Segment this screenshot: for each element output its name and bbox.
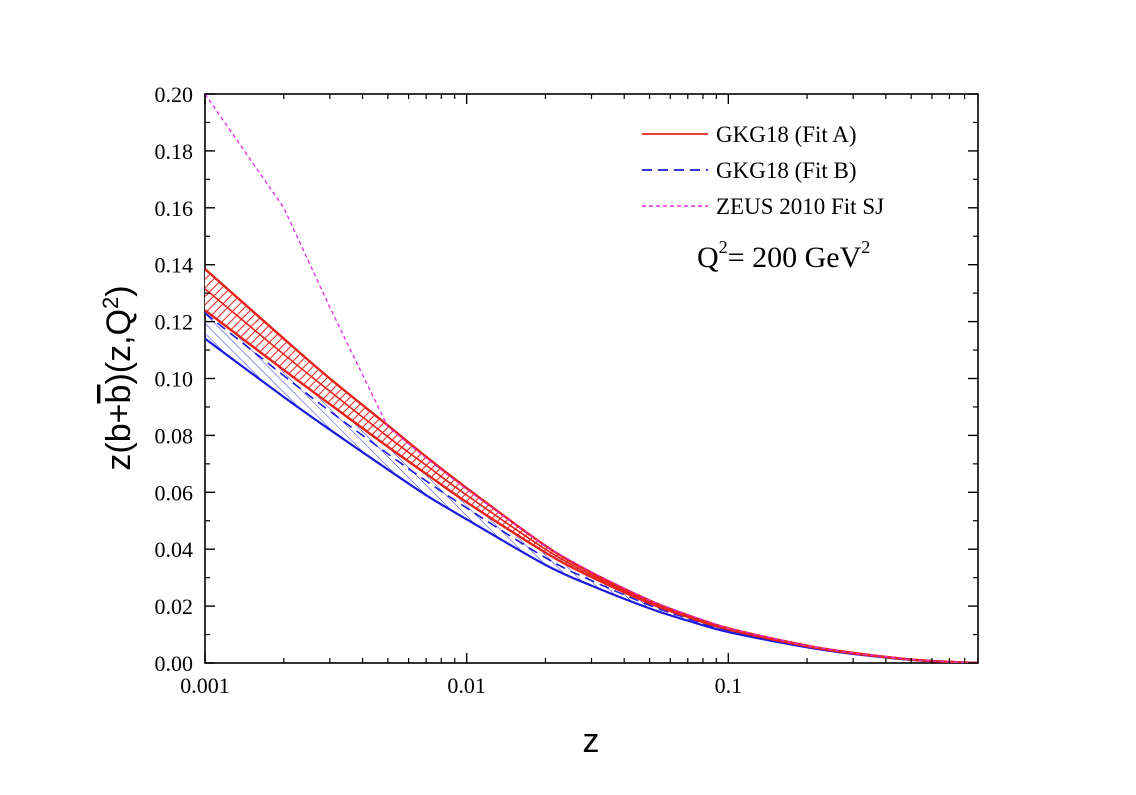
legend-label-fit-b: GKG18 (Fit B) bbox=[716, 158, 857, 183]
y-tick-label: 0.12 bbox=[155, 310, 194, 335]
y-tick-label: 0.14 bbox=[155, 253, 194, 278]
y-title-close: ) bbox=[100, 285, 138, 296]
fit-a-central bbox=[205, 288, 978, 663]
y-tick-label: 0.04 bbox=[155, 537, 194, 562]
fit-a-lower bbox=[205, 309, 978, 663]
y-tick-label: 0.06 bbox=[155, 480, 194, 505]
svg-text:z(b+b)(z,Q2): z(b+b)(z,Q2) bbox=[98, 285, 138, 470]
fit-a-upper bbox=[205, 268, 978, 663]
fit-b-upper bbox=[205, 289, 978, 663]
fit-a-band bbox=[205, 268, 978, 663]
x-axis-title: z bbox=[583, 722, 600, 760]
y-title-main: z(b+ bbox=[100, 403, 138, 470]
x-tick-label: 0.01 bbox=[447, 673, 486, 698]
y-title-bbar: b bbox=[100, 385, 138, 404]
y-title-sup: 2 bbox=[98, 297, 123, 309]
y-tick-label: 0.00 bbox=[155, 651, 194, 676]
y-axis-title: z(b+b)(z,Q2) bbox=[98, 285, 138, 470]
legend: GKG18 (Fit A) GKG18 (Fit B) ZEUS 2010 Fi… bbox=[642, 122, 884, 219]
y-title-rest: )(z,Q bbox=[100, 309, 138, 385]
x-tick-label: 0.1 bbox=[715, 673, 743, 698]
y-tick-label: 0.20 bbox=[155, 82, 194, 107]
legend-label-zeus: ZEUS 2010 Fit SJ bbox=[716, 194, 884, 219]
q2-annotation: Q2= 200 GeV2 bbox=[697, 237, 870, 274]
y-tick-label: 0.10 bbox=[155, 367, 194, 392]
fit-b-central bbox=[205, 312, 978, 663]
y-tick-label: 0.08 bbox=[155, 423, 194, 448]
fit-b-band bbox=[205, 290, 978, 663]
y-tick-label: 0.02 bbox=[155, 594, 194, 619]
y-tick-label: 0.18 bbox=[155, 139, 194, 164]
y-tick-label: 0.16 bbox=[155, 196, 194, 221]
legend-label-fit-a: GKG18 (Fit A) bbox=[716, 122, 857, 147]
x-tick-label: 0.001 bbox=[180, 673, 230, 698]
